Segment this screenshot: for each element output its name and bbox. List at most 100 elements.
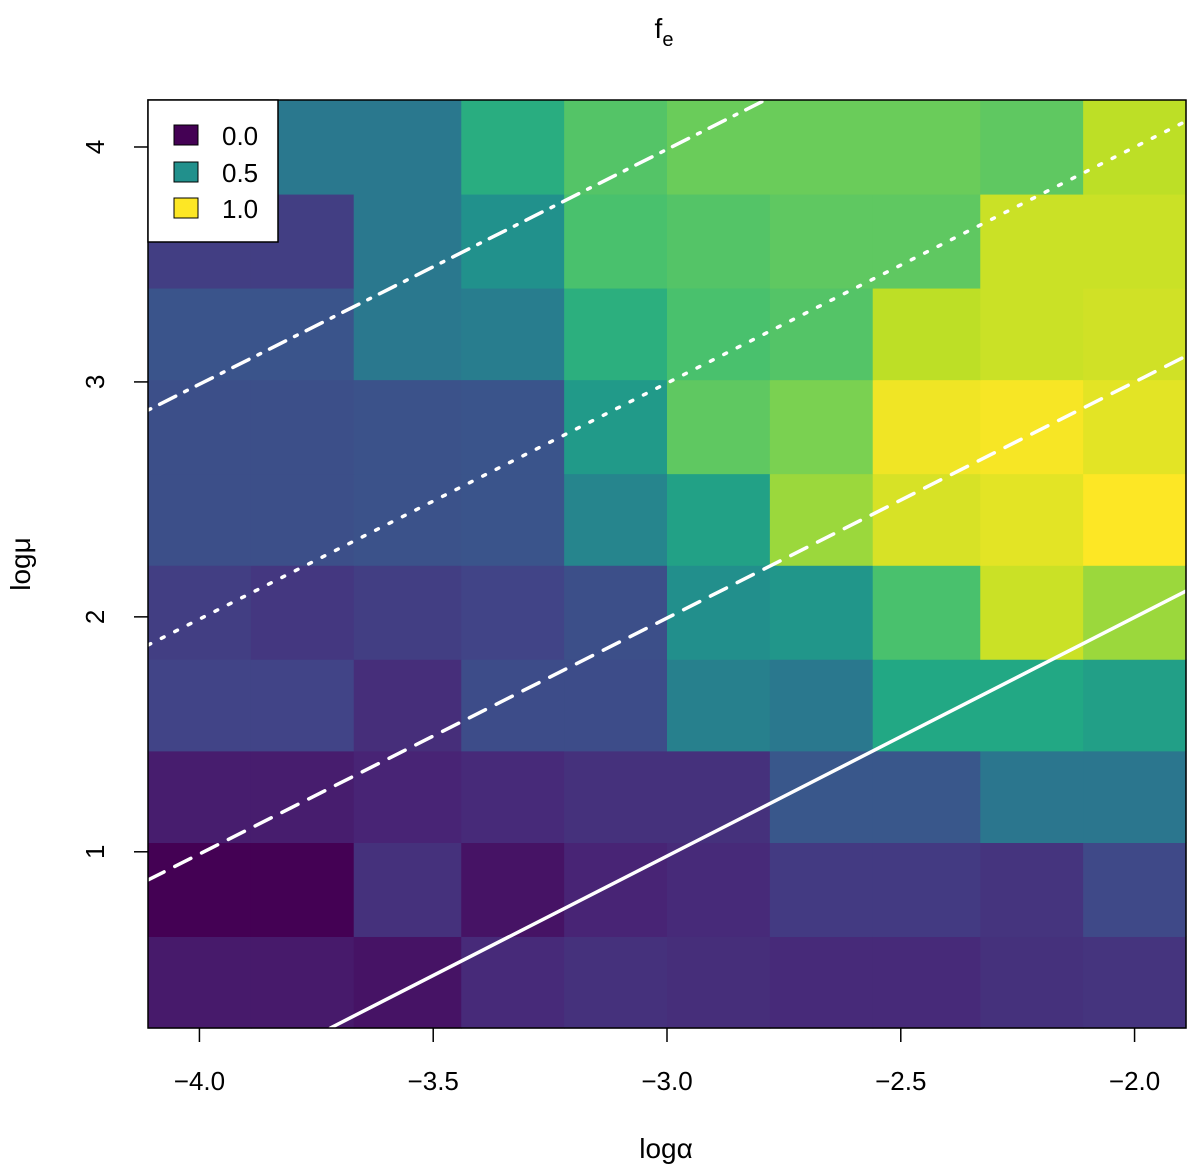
heatmap-cell: [1083, 659, 1187, 752]
chart-title: fe: [655, 13, 674, 51]
heatmap-cell: [667, 193, 771, 289]
heatmap-cell: [667, 379, 771, 475]
heatmap-cell: [250, 473, 355, 566]
contour-line-solid: [328, 589, 1186, 1028]
heatmap-cell: [148, 473, 252, 566]
heatmap-cell: [667, 100, 771, 195]
heatmap-cell: [461, 473, 565, 566]
heatmap-cell: [461, 750, 565, 843]
heatmap-cell: [461, 936, 565, 1029]
heatmap-cell: [872, 379, 981, 475]
heatmap-cell: [353, 842, 462, 937]
heatmap-cell: [769, 936, 874, 1029]
heatmap-cell: [872, 473, 981, 566]
heatmap-cell: [980, 936, 1084, 1029]
heatmap-cell: [667, 936, 771, 1029]
x-tick-label: −3.0: [641, 1066, 692, 1096]
heatmap-cell: [980, 659, 1084, 752]
legend: 0.0 0.5 1.0: [147, 99, 279, 243]
heatmap-cell: [980, 379, 1084, 475]
heatmap-cell: [353, 193, 462, 289]
heatmap-cell: [564, 287, 668, 381]
heatmap-cell: [769, 842, 874, 937]
heatmap-cell: [667, 565, 771, 660]
legend-label-1: 0.5: [222, 158, 258, 188]
heatmap-cell: [667, 842, 771, 937]
heatmap-cell: [461, 287, 565, 381]
heatmap-cell: [1083, 565, 1187, 660]
heatmap-cell: [564, 473, 668, 566]
heatmap-cell: [1083, 100, 1187, 195]
heatmap-cell: [769, 100, 874, 195]
contour-line-dashdot: [148, 100, 767, 412]
heatmap-cell: [872, 936, 981, 1029]
heatmap-cell: [667, 659, 771, 752]
heatmap-cell: [564, 659, 668, 752]
y-tick-label: 1: [80, 845, 110, 859]
heatmap-cell: [980, 193, 1084, 289]
heatmap-cell: [769, 473, 874, 566]
heatmap-cell: [872, 193, 981, 289]
y-tick-label: 3: [80, 375, 110, 389]
contour-lines: [148, 100, 1186, 1028]
heatmap-cell: [1083, 842, 1187, 937]
heatmap-cell: [353, 750, 462, 843]
heatmap-cell: [250, 659, 355, 752]
contour-line-dashed: [148, 354, 1186, 882]
legend-swatch-2: [173, 197, 199, 219]
heatmap-cell: [148, 750, 252, 843]
heatmap-cell: [148, 659, 252, 752]
heatmap-cell: [1083, 379, 1187, 475]
heatmap-cell: [564, 100, 668, 195]
heatmap-cell: [250, 936, 355, 1029]
legend-label-2: 1.0: [222, 194, 258, 224]
heatmap-cell: [564, 750, 668, 843]
y-axis-label: logμ: [5, 537, 36, 591]
contour-line-dotted: [148, 119, 1186, 647]
heatmap-cell: [1083, 193, 1187, 289]
heatmap-cell: [980, 842, 1084, 937]
y-tick-label: 4: [80, 140, 110, 154]
heatmap-cell: [564, 193, 668, 289]
heatmap-cell: [980, 287, 1084, 381]
heatmap-cell: [769, 659, 874, 752]
heatmap-cell: [250, 750, 355, 843]
heatmap-cell: [148, 565, 252, 660]
heatmap-cell: [872, 565, 981, 660]
y-axis: 1 2 3 4: [80, 140, 148, 859]
heatmap-cell: [980, 473, 1084, 566]
heatmap-cell: [353, 659, 462, 752]
x-axis: −4.0 −3.5 −3.0 −2.5 −2.0: [174, 1028, 1160, 1096]
x-tick-label: −4.0: [174, 1066, 225, 1096]
heatmap-cell: [148, 287, 252, 381]
legend-label-0: 0.0: [222, 121, 258, 151]
legend-swatch-0: [173, 124, 199, 146]
heatmap-cell: [250, 379, 355, 475]
heatmap-cell: [461, 565, 565, 660]
heatmap-cell: [769, 287, 874, 381]
heatmap-cell: [148, 842, 252, 937]
heatmap-cell: [1083, 287, 1187, 381]
heatmap-cell: [461, 193, 565, 289]
heatmap-cell: [564, 842, 668, 937]
heatmap-cell: [564, 936, 668, 1029]
heatmap-cell: [1083, 750, 1187, 843]
heatmap-cell: [250, 565, 355, 660]
heatmap-cell: [353, 936, 462, 1029]
heatmap-cell: [667, 473, 771, 566]
y-tick-label: 2: [80, 610, 110, 624]
heatmap-cell: [461, 659, 565, 752]
heatmap-cell: [980, 565, 1084, 660]
heatmap-cell: [564, 379, 668, 475]
legend-box: [147, 99, 279, 243]
x-axis-label: logα: [639, 1133, 693, 1164]
heatmap-cell: [1083, 473, 1187, 566]
heatmap-cell: [980, 100, 1084, 195]
heatmap-cell: [872, 842, 981, 937]
heatmap-cell: [461, 842, 565, 937]
heatmap-cell: [667, 750, 771, 843]
heatmap-cell: [872, 100, 981, 195]
heatmap-cell: [148, 379, 252, 475]
heatmap-cell: [353, 100, 462, 195]
